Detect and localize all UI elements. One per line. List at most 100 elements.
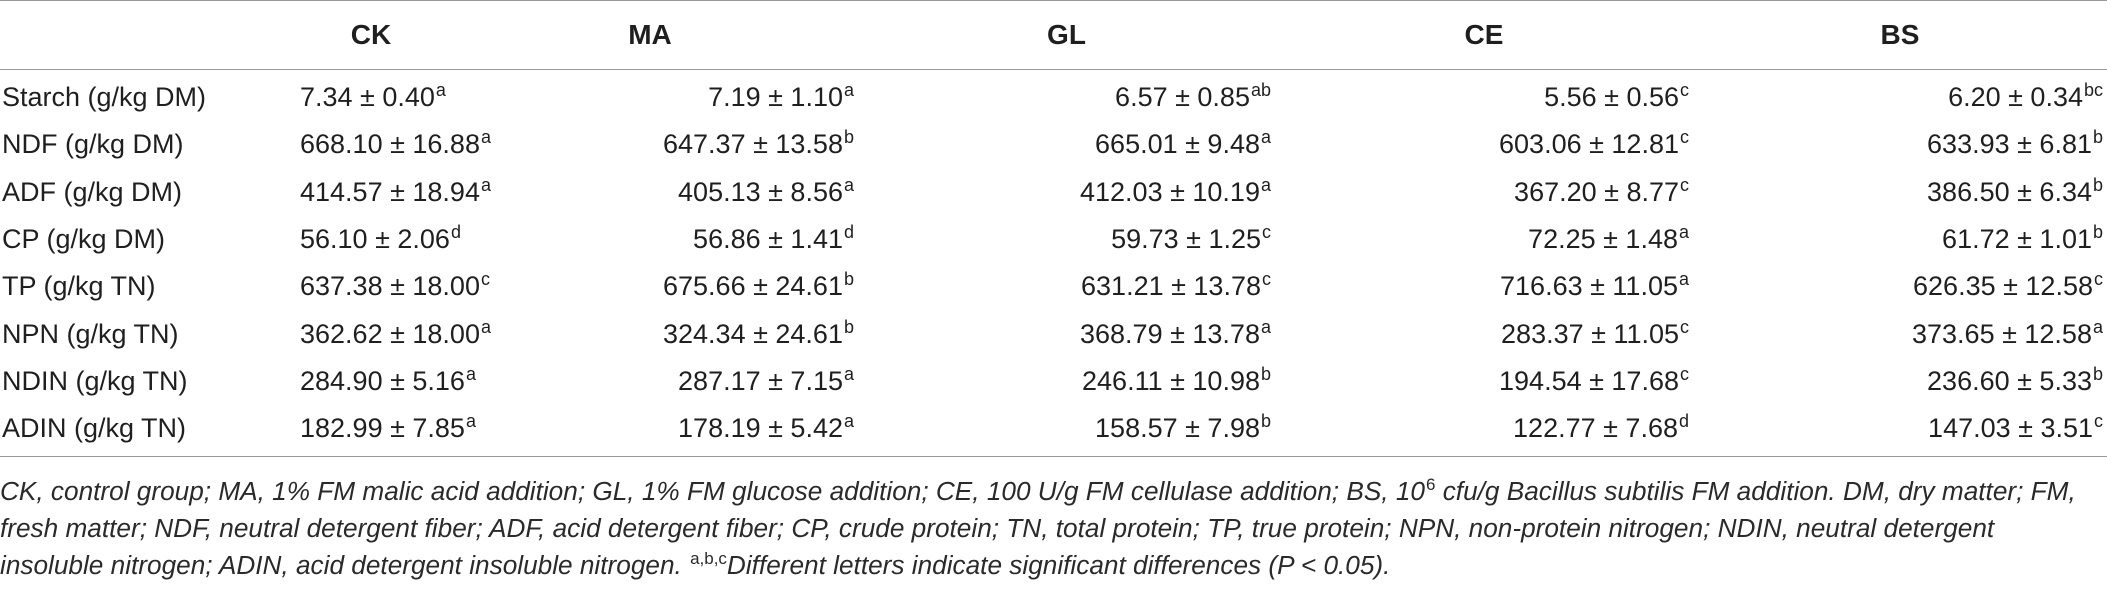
- cell-value: 236.60 ± 5.33: [1927, 365, 2092, 396]
- significance-letter: a: [2092, 316, 2103, 337]
- cell-value: 405.13 ± 8.56: [678, 176, 843, 207]
- row-label: ADF (g/kg DM): [2, 176, 183, 207]
- significance-letter: a: [465, 411, 476, 432]
- table-row: ADIN (g/kg TN) 182.99 ± 7.85a 178.19 ± 5.4…: [0, 405, 2107, 458]
- cell-value: 637.38 ± 18.00: [300, 271, 480, 302]
- cell-value: 61.72 ± 1.01: [1942, 224, 2092, 255]
- table-cell: 246.11 ± 10.98b: [858, 358, 1275, 405]
- significance-letter: a: [1260, 316, 1271, 337]
- table-cell: 61.72 ± 1.01b: [1693, 216, 2107, 263]
- table-cell: 6.20 ± 0.34bc: [1693, 70, 2107, 122]
- significance-letter: a: [1678, 222, 1689, 243]
- table-cell: 158.57 ± 7.98b: [858, 405, 1275, 458]
- significance-letter: a: [1260, 174, 1271, 195]
- cell-value: 626.35 ± 12.58: [1913, 271, 2093, 302]
- table-row: Starch (g/kg DM) 7.34 ± 0.40a 7.19 ± 1.10a…: [0, 70, 2107, 122]
- cell-value: 5.56 ± 0.56: [1544, 82, 1679, 113]
- significance-letter: a: [465, 363, 476, 384]
- table-cell: 647.37 ± 13.58b: [442, 121, 858, 168]
- column-header-gl: GL: [858, 0, 1275, 70]
- cell-value: 675.66 ± 24.61: [663, 271, 843, 302]
- cell-value: 665.01 ± 9.48: [1095, 129, 1260, 160]
- table-row: TP (g/kg TN) 637.38 ± 18.00c 675.66 ± 24.6…: [0, 263, 2107, 310]
- table-cell: 182.99 ± 7.85a: [300, 405, 476, 458]
- row-label: TP (g/kg TN): [2, 271, 156, 302]
- cell-value: 56.10 ± 2.06: [300, 224, 450, 255]
- significance-letter: c: [1680, 316, 1689, 337]
- cell-value: 373.65 ± 12.58: [1912, 318, 2092, 349]
- table-cell: 7.19 ± 1.10a: [442, 70, 858, 122]
- table-header: CK MA GL CE BS: [0, 0, 2107, 70]
- cell-value: 414.57 ± 18.94: [300, 176, 480, 207]
- table-cell: 6.57 ± 0.85ab: [858, 70, 1275, 122]
- cell-value: 716.63 ± 11.05: [1500, 271, 1678, 302]
- significance-letter: d: [843, 222, 854, 243]
- table-cell: 665.01 ± 9.48a: [858, 121, 1275, 168]
- significance-letter: c: [1262, 222, 1271, 243]
- significance-letter: c: [2094, 411, 2103, 432]
- table-cell: 72.25 ± 1.48a: [1275, 216, 1693, 263]
- significance-letter: b: [2092, 174, 2103, 195]
- cell-value: 633.93 ± 6.81: [1927, 129, 2092, 160]
- significance-letter: c: [1680, 174, 1689, 195]
- cell-value: 287.17 ± 7.15: [678, 365, 843, 396]
- significance-letter: c: [480, 269, 490, 290]
- header-row: CK MA GL CE BS: [0, 0, 2107, 70]
- table-cell: 414.57 ± 18.94a: [300, 169, 491, 216]
- data-table: CK MA GL CE BS Starch (g/kg DM) 7.34 ± 0.40a 7…: [0, 0, 2107, 458]
- cell-value: 194.54 ± 17.68: [1499, 365, 1679, 396]
- significance-letter: bc: [2083, 80, 2103, 101]
- cell-value: 178.19 ± 5.42: [678, 413, 843, 444]
- significance-letter: b: [2092, 363, 2103, 384]
- table-cell: 122.77 ± 7.68d: [1275, 405, 1693, 458]
- table-row: NDF (g/kg DM) 668.10 ± 16.88a 647.37 ± 13.…: [0, 121, 2107, 168]
- cell-value: 56.86 ± 1.41: [693, 224, 843, 255]
- significance-letter: a: [1260, 127, 1271, 148]
- table-cell: 626.35 ± 12.58c: [1693, 263, 2107, 310]
- significance-letter: a: [1678, 269, 1689, 290]
- table-footnote: CK, control group; MA, 1% FM malic acid …: [0, 473, 2100, 584]
- cell-value: 284.90 ± 5.16: [300, 365, 465, 396]
- header-cell-empty: [0, 0, 300, 70]
- table-cell: 603.06 ± 12.81c: [1275, 121, 1693, 168]
- significance-letter: c: [1680, 127, 1689, 148]
- row-label: ADIN (g/kg TN): [0, 405, 300, 458]
- table-cell: 675.66 ± 24.61b: [442, 263, 858, 310]
- cell-value: 246.11 ± 10.98: [1082, 365, 1260, 396]
- significance-letter: c: [1262, 269, 1271, 290]
- significance-letter: d: [1678, 411, 1689, 432]
- table-cell: 194.54 ± 17.68c: [1275, 358, 1693, 405]
- cell-value: 668.10 ± 16.88: [300, 129, 480, 160]
- significance-letter: b: [843, 269, 854, 290]
- cell-value: 147.03 ± 3.51: [1928, 413, 2093, 444]
- table-row: NDIN (g/kg TN) 284.90 ± 5.16a 287.17 ± 7.1…: [0, 358, 2107, 405]
- cell-value: 72.25 ± 1.48: [1528, 224, 1678, 255]
- table-cell: 405.13 ± 8.56a: [442, 169, 858, 216]
- significance-letter: b: [843, 127, 854, 148]
- table-cell: 386.50 ± 6.34b: [1693, 169, 2107, 216]
- significance-letter: a: [843, 80, 854, 101]
- significance-letter: c: [1680, 363, 1689, 384]
- significance-letter: b: [843, 316, 854, 337]
- table-cell: 637.38 ± 18.00c: [300, 263, 490, 310]
- cell-value: 59.73 ± 1.25: [1111, 224, 1261, 255]
- significance-letter: a: [843, 411, 854, 432]
- table-cell: 633.93 ± 6.81b: [1693, 121, 2107, 168]
- table-row: CP (g/kg DM) 56.10 ± 2.06d 56.86 ± 1.41d 59…: [0, 216, 2107, 263]
- table-cell: 716.63 ± 11.05a: [1275, 263, 1693, 310]
- table-cell: 56.86 ± 1.41d: [442, 216, 858, 263]
- table-row: ADF (g/kg DM) 414.57 ± 18.94a 405.13 ± 8.5…: [0, 169, 2107, 216]
- cell-value: 362.62 ± 18.00: [300, 318, 480, 349]
- cell-value: 122.77 ± 7.68: [1513, 413, 1678, 444]
- column-header-ck: CK: [300, 0, 442, 70]
- table-cell: 287.17 ± 7.15 a: [442, 358, 858, 405]
- table-cell: 56.10 ± 2.06d: [300, 216, 461, 263]
- cell-value: 368.79 ± 13.78: [1080, 318, 1260, 349]
- cell-value: 182.99 ± 7.85: [300, 413, 465, 444]
- footnote-text-3: Different letters indicate significant d…: [726, 550, 1391, 580]
- cell-value: 647.37 ± 13.58: [663, 129, 843, 160]
- column-header-bs: BS: [1693, 0, 2107, 70]
- table-cell: 283.37 ± 11.05c: [1275, 310, 1693, 357]
- cell-value: 631.21 ± 13.78: [1081, 271, 1261, 302]
